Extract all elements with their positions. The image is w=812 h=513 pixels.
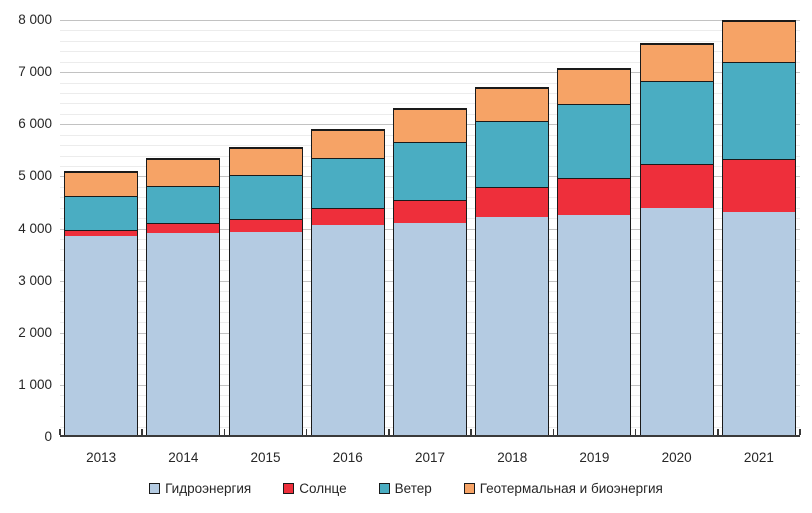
y-axis-label-3000: 3 000 — [18, 272, 52, 288]
legend-item-geo_bio: Геотермальная и биоэнергия — [463, 481, 663, 496]
x-axis-tick — [388, 429, 390, 435]
bar-2019 — [557, 67, 632, 435]
bar-segment-hydro-2019 — [558, 215, 631, 435]
bar-segment-solar-2013 — [65, 229, 138, 237]
x-axis-tick — [799, 429, 801, 435]
bar-2014 — [146, 158, 221, 435]
gridline-minor — [60, 82, 800, 84]
gridline-minor — [60, 92, 800, 94]
legend: Гидроэнергия Солнце Ветер Геотермальная и б… — [0, 481, 812, 496]
bar-segment-solar-2015 — [229, 218, 302, 233]
bar-segment-geo_bio-2013 — [65, 171, 138, 197]
x-axis-tick — [141, 429, 143, 435]
x-axis-tick — [470, 429, 472, 435]
bar-segment-solar-2021 — [722, 158, 795, 213]
bar-segment-geo_bio-2021 — [722, 21, 795, 62]
y-axis-label-1000: 1 000 — [18, 376, 52, 392]
y-axis-label-5000: 5 000 — [18, 168, 52, 184]
bar-segment-wind-2020 — [640, 80, 713, 164]
bar-2016 — [310, 128, 385, 435]
bar-segment-geo_bio-2016 — [311, 129, 384, 159]
bar-segment-solar-2017 — [394, 200, 466, 224]
bar-segment-hydro-2020 — [640, 208, 713, 435]
bar-segment-solar-2014 — [147, 222, 220, 234]
bar-segment-geo_bio-2017 — [394, 109, 466, 142]
bar-segment-wind-2018 — [476, 121, 549, 188]
bar-segment-wind-2016 — [311, 158, 384, 209]
bar-2018 — [475, 86, 550, 435]
x-axis-label-2019: 2019 — [579, 450, 610, 465]
bar-2015 — [228, 146, 303, 435]
gridline-minor — [60, 51, 800, 53]
legend-swatch-solar — [283, 483, 295, 494]
x-axis-tick — [717, 429, 719, 435]
bar-segment-wind-2014 — [147, 185, 220, 223]
bar-segment-geo_bio-2019 — [558, 68, 631, 104]
y-axis-label-6000: 6 000 — [18, 116, 52, 132]
legend-label-hydro: Гидроэнергия — [165, 481, 252, 496]
bar-2017 — [393, 108, 467, 435]
y-axis-label-2000: 2 000 — [18, 324, 52, 340]
x-axis-tick — [552, 429, 555, 435]
bar-segment-solar-2020 — [640, 163, 713, 209]
bar-segment-wind-2017 — [394, 141, 466, 201]
legend-label-geo_bio: Геотермальная и биоэнергия — [479, 481, 663, 496]
bar-segment-geo_bio-2018 — [476, 87, 549, 122]
bar-segment-solar-2019 — [558, 178, 631, 216]
x-axis-tick — [223, 429, 226, 435]
plot-area — [59, 20, 801, 437]
bar-segment-solar-2016 — [311, 208, 384, 226]
y-axis-label-7000: 7 000 — [18, 64, 52, 80]
gridline-major — [60, 72, 800, 74]
bar-segment-hydro-2021 — [722, 212, 795, 435]
bar-segment-hydro-2013 — [65, 236, 138, 435]
gridline-minor — [60, 103, 800, 105]
bar-2021 — [721, 20, 796, 435]
bar-segment-geo_bio-2020 — [640, 43, 713, 81]
y-axis-label-0: 0 — [44, 429, 52, 444]
bar-segment-geo_bio-2015 — [229, 147, 302, 176]
x-axis-label-2014: 2014 — [168, 450, 199, 465]
y-axis-label-4000: 4 000 — [18, 220, 52, 236]
bar-segment-geo_bio-2014 — [147, 159, 220, 186]
legend-item-wind: Ветер — [378, 481, 432, 496]
x-axis-tick — [305, 429, 308, 435]
bar-segment-wind-2019 — [558, 103, 631, 179]
x-axis-label-2018: 2018 — [497, 450, 528, 465]
x-axis-label-2017: 2017 — [414, 450, 445, 465]
x-axis-label-2015: 2015 — [250, 450, 281, 465]
x-axis-label-2021: 2021 — [743, 450, 774, 465]
bar-segment-hydro-2018 — [476, 216, 549, 435]
legend-item-hydro: Гидроэнергия — [149, 481, 251, 496]
legend-swatch-wind — [378, 483, 390, 494]
bar-segment-hydro-2017 — [394, 223, 466, 435]
legend-label-solar: Солнце — [299, 481, 347, 496]
bar-2020 — [639, 42, 714, 435]
bar-segment-hydro-2015 — [229, 232, 302, 435]
gridline-minor — [60, 40, 800, 42]
legend-item-solar: Солнце — [283, 481, 347, 496]
x-axis-label-2016: 2016 — [332, 450, 363, 465]
legend-label-wind: Ветер — [394, 481, 432, 496]
x-axis-tick — [59, 429, 61, 435]
x-axis-label-2020: 2020 — [661, 450, 692, 465]
bar-segment-wind-2021 — [722, 61, 795, 159]
legend-swatch-geo_bio — [463, 483, 475, 494]
bar-segment-wind-2013 — [65, 196, 138, 230]
bar-2013 — [64, 170, 139, 435]
bar-segment-hydro-2016 — [311, 225, 384, 435]
gridline-major — [60, 20, 800, 21]
bar-segment-hydro-2014 — [147, 233, 220, 435]
y-axis-label-8000: 8 000 — [18, 12, 52, 27]
gridline-minor — [60, 30, 800, 32]
bar-segment-wind-2015 — [229, 175, 302, 219]
gridline-minor — [60, 61, 800, 63]
x-axis-label-2013: 2013 — [86, 450, 117, 465]
bar-segment-solar-2018 — [476, 187, 549, 217]
legend-swatch-hydro — [149, 483, 161, 494]
x-axis-tick — [634, 429, 637, 435]
